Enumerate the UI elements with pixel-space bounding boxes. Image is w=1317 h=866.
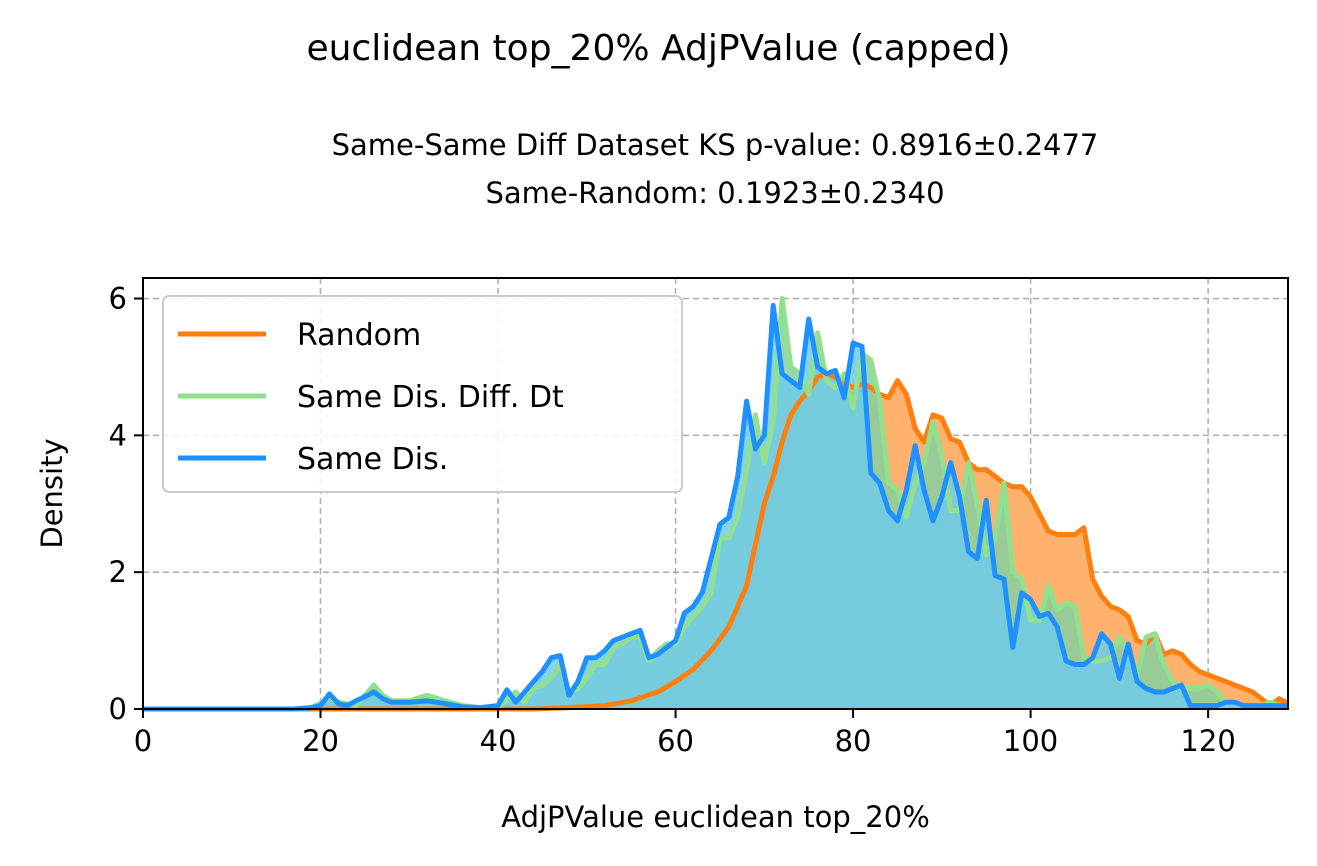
subtitle-line-1: Same-Same Diff Dataset KS p-value: 0.891…	[331, 128, 1099, 162]
series-line-0	[143, 371, 1290, 712]
y-axis-label: Density	[35, 438, 69, 548]
x-axis-label: AdjPValue euclidean top_20%	[501, 800, 930, 834]
y-tick-label: 4	[109, 418, 127, 452]
x-tick-label: 100	[1003, 724, 1058, 758]
y-tick-label: 6	[109, 282, 127, 316]
y-tick-label: 2	[109, 555, 127, 589]
legend-label-1: Same Dis. Diff. Dt	[297, 380, 564, 415]
x-tick-label: 80	[835, 724, 872, 758]
legend: Random Same Dis. Diff. Dt Same Dis.	[162, 295, 683, 493]
subtitle-line-2: Same-Random: 0.1923±0.2340	[485, 176, 945, 210]
legend-box	[162, 295, 683, 493]
plot-frame	[142, 277, 1289, 710]
series-fill-2	[143, 305, 1288, 709]
y-tick-label: 0	[109, 692, 127, 726]
figure-title: euclidean top_20% AdjPValue (capped)	[306, 28, 1011, 69]
series-lines	[143, 296, 1290, 712]
x-tick-label: 120	[1180, 724, 1235, 758]
x-tick-label: 20	[302, 724, 339, 758]
x-axis-ticks: 0 20 40 60 80 100 120	[134, 709, 1236, 758]
legend-label-0: Random	[297, 318, 421, 353]
legend-label-2: Same Dis.	[297, 442, 448, 477]
series-fills	[143, 298, 1288, 709]
series-line-2	[143, 302, 1288, 712]
x-tick-label: 0	[134, 724, 152, 758]
y-axis-ticks: 0 2 4 6	[109, 282, 143, 726]
x-tick-label: 60	[657, 724, 694, 758]
x-tick-label: 40	[480, 724, 517, 758]
